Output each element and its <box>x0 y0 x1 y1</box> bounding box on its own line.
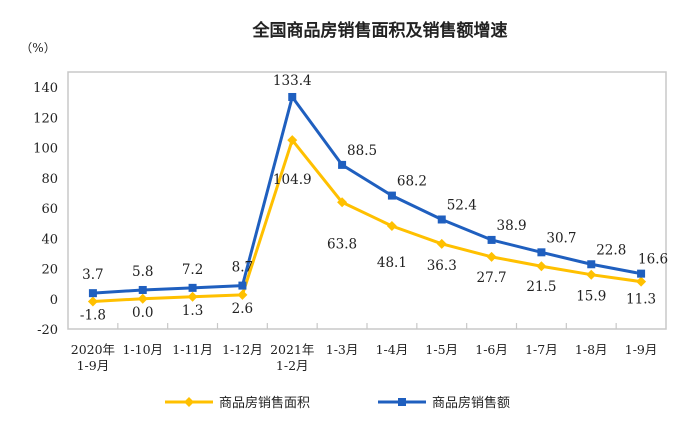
x-tick-label: 1-9月 <box>77 358 110 373</box>
data-point-marker <box>138 285 147 294</box>
y-axis-unit-label: （%） <box>20 41 55 55</box>
y-tick-label: 80 <box>41 172 58 187</box>
x-tick-label: 1-12月 <box>222 342 263 357</box>
data-point-marker <box>636 276 647 287</box>
data-point-marker <box>587 260 596 269</box>
x-tick-label: 1-9月 <box>625 342 658 357</box>
data-label: 2.6 <box>232 301 253 317</box>
data-point-marker <box>288 92 297 101</box>
y-tick-label: -20 <box>37 323 58 338</box>
data-point-marker <box>586 269 597 280</box>
data-label: 48.1 <box>377 255 407 271</box>
data-point-marker <box>87 296 98 307</box>
data-label: 30.7 <box>546 230 576 246</box>
data-point-marker <box>537 248 546 257</box>
data-point-marker <box>287 135 298 146</box>
data-point-marker <box>637 269 646 278</box>
x-tick-label: 2020年 <box>71 342 115 357</box>
data-label: 5.8 <box>132 264 153 280</box>
legend-label: 商品房销售面积 <box>219 395 310 411</box>
x-tick-label: 1-8月 <box>575 342 608 357</box>
y-tick-label: 40 <box>41 232 58 247</box>
data-label: 52.4 <box>447 197 477 213</box>
x-tick-label: 1-3月 <box>326 342 359 357</box>
x-tick-label: 1-5月 <box>425 342 458 357</box>
data-label: 88.5 <box>347 143 377 159</box>
data-point-marker <box>536 261 547 272</box>
data-label: 68.2 <box>397 174 427 190</box>
data-label: 11.3 <box>626 292 656 308</box>
data-label: 0.0 <box>132 305 153 321</box>
data-label: 1.3 <box>182 303 203 319</box>
chart-title: 全国商品房销售面积及销售额增速 <box>252 20 508 41</box>
data-point-marker <box>238 281 247 290</box>
series-line-2 <box>92 95 642 295</box>
data-point-marker <box>486 251 497 262</box>
data-point-marker <box>237 289 248 300</box>
data-label: 7.2 <box>182 262 203 278</box>
data-point-marker <box>387 191 396 200</box>
y-tick-label: 100 <box>33 142 58 157</box>
x-tick-label: 1-10月 <box>122 342 163 357</box>
data-label: 21.5 <box>526 279 556 295</box>
y-tick-label: 20 <box>41 263 58 278</box>
y-tick-label: 140 <box>33 81 58 96</box>
data-point-marker <box>188 283 197 292</box>
data-label: 36.3 <box>427 258 457 274</box>
data-point-marker <box>88 289 97 298</box>
data-label: 63.8 <box>327 236 357 252</box>
data-label: 22.8 <box>596 242 626 258</box>
data-label: 133.4 <box>273 73 312 89</box>
y-tick-label: 120 <box>33 111 58 126</box>
y-tick-label: 60 <box>41 202 58 217</box>
x-tick-label: 1-4月 <box>376 342 409 357</box>
x-tick-label: 1-11月 <box>172 342 213 357</box>
data-point-marker <box>337 197 348 208</box>
legend-marker <box>184 397 194 407</box>
x-tick-label: 2021年 <box>270 342 314 357</box>
data-label: 27.7 <box>477 270 507 286</box>
data-point-marker <box>386 220 397 231</box>
series-line-1 <box>92 138 642 303</box>
data-label: 3.7 <box>82 267 103 283</box>
data-point-marker <box>187 291 198 302</box>
y-tick-label: 0 <box>50 293 58 308</box>
data-label: 38.9 <box>497 218 527 234</box>
x-tick-label: 1-7月 <box>525 342 558 357</box>
legend-label: 商品房销售额 <box>432 395 510 411</box>
legend-marker <box>398 398 406 406</box>
data-point-marker <box>487 235 496 244</box>
data-point-marker <box>137 293 148 304</box>
data-label: 16.6 <box>638 252 668 268</box>
x-tick-label: 1-2月 <box>276 358 309 373</box>
data-label: 15.9 <box>576 289 606 305</box>
data-point-marker <box>437 215 446 224</box>
data-label: 8.7 <box>232 260 253 276</box>
data-label: 104.9 <box>273 172 312 188</box>
data-point-marker <box>338 160 347 169</box>
data-point-marker <box>436 238 447 249</box>
x-tick-label: 1-6月 <box>475 342 508 357</box>
data-label: -1.8 <box>80 307 106 323</box>
